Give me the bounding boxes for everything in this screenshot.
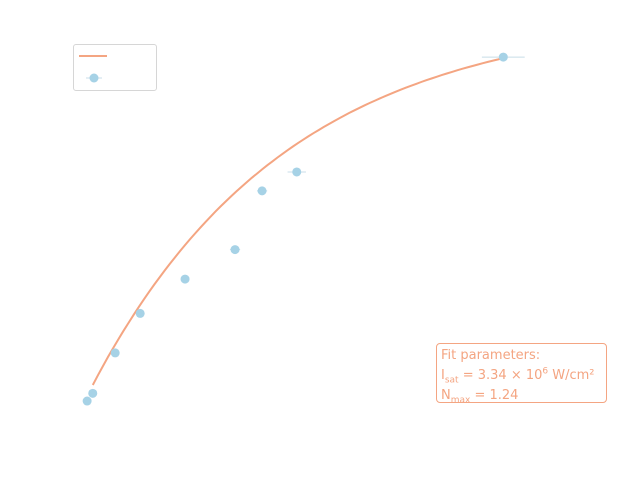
data-point bbox=[230, 245, 240, 255]
isat-exponent: 6 bbox=[542, 366, 549, 377]
isat-subscript: sat bbox=[444, 375, 459, 386]
fit-parameter-isat: Isat = 3.34 × 106 W/cm² bbox=[441, 366, 603, 386]
nmax-subscript: max bbox=[450, 395, 471, 406]
legend-data-marker-swatch bbox=[89, 73, 99, 83]
data-point bbox=[135, 308, 145, 318]
fit-curve bbox=[91, 57, 504, 386]
isat-unit: W/cm² bbox=[548, 368, 595, 383]
legend bbox=[73, 44, 157, 91]
data-point bbox=[88, 388, 98, 398]
data-point bbox=[110, 348, 120, 358]
fit-parameter-nmax: Nmax = 1.24 bbox=[441, 386, 603, 406]
isat-value: = 3.34 × 10 bbox=[458, 368, 543, 383]
nmax-symbol: N bbox=[441, 388, 451, 403]
isat-symbol: I bbox=[441, 368, 445, 383]
data-point bbox=[292, 167, 302, 177]
fit-parameters-heading: Fit parameters: bbox=[441, 348, 541, 363]
data-point bbox=[257, 186, 267, 196]
nmax-value: = 1.24 bbox=[470, 388, 519, 403]
data-point bbox=[82, 396, 92, 406]
data-point bbox=[498, 52, 508, 62]
fit-parameters-box: Fit parameters: Isat = 3.34 × 106 W/cm² … bbox=[436, 343, 607, 406]
legend-markers bbox=[79, 55, 107, 83]
data-point bbox=[180, 274, 190, 284]
